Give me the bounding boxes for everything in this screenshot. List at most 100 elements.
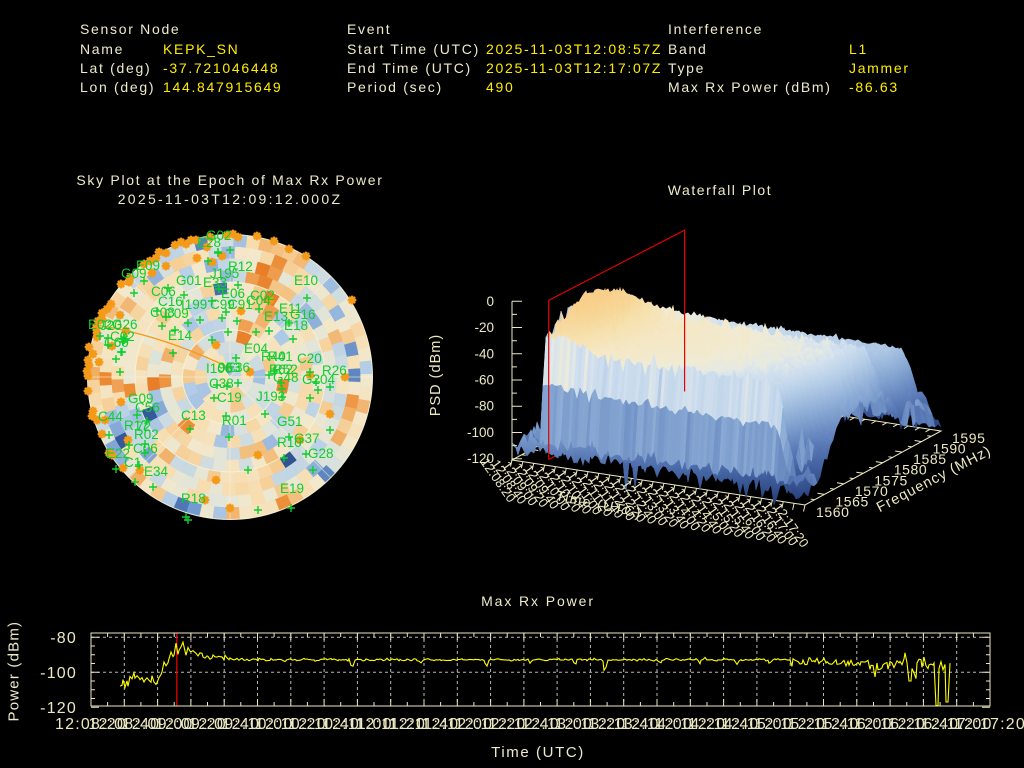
svg-text:12:12:40: 12:12:40	[488, 716, 560, 733]
svg-text:E13: E13	[264, 309, 288, 324]
svg-text:-20: -20	[474, 320, 494, 335]
svg-text:C99: C99	[210, 297, 235, 312]
svg-text:E22: E22	[106, 446, 130, 461]
svg-text:C1: C1	[124, 455, 141, 470]
svg-text:E36: E36	[226, 360, 250, 375]
svg-text:E18: E18	[284, 318, 308, 333]
svg-text:R40: R40	[261, 349, 286, 364]
svg-text:E09: E09	[136, 258, 160, 273]
svg-text:-80: -80	[474, 399, 494, 414]
svg-text:-40: -40	[474, 346, 494, 361]
svg-text:E28: E28	[197, 235, 221, 250]
svg-text:12:09:20: 12:09:20	[155, 716, 227, 733]
svg-text:R52: R52	[273, 362, 298, 377]
svg-text:C02: C02	[250, 288, 275, 303]
svg-text:12:14:40: 12:14:40	[688, 716, 760, 733]
svg-text:12:17:00: 12:17:00	[921, 716, 993, 733]
svg-text:-120: -120	[40, 700, 77, 717]
svg-text:12:09:40: 12:09:40	[188, 716, 260, 733]
svg-text:R01: R01	[222, 413, 247, 428]
svg-text:12:08:20: 12:08:20	[55, 716, 127, 733]
svg-text:12:17:20: 12:17:20	[954, 716, 1024, 733]
svg-text:G09: G09	[121, 266, 147, 281]
svg-text:R10: R10	[277, 435, 302, 450]
svg-text:1585: 1585	[913, 451, 947, 467]
svg-text:1580: 1580	[894, 462, 928, 478]
svg-text:G02: G02	[206, 228, 232, 243]
svg-text:-60: -60	[474, 373, 494, 388]
svg-text:C20: C20	[297, 351, 322, 366]
svg-text:I106: I106	[206, 361, 232, 376]
svg-text:C44: C44	[98, 409, 123, 424]
svg-text:-100: -100	[40, 665, 77, 682]
svg-text:G26: G26	[112, 317, 138, 332]
svg-text:12:11:20: 12:11:20	[355, 716, 426, 733]
svg-text:E02: E02	[88, 317, 112, 332]
svg-text:C06: C06	[133, 441, 158, 456]
svg-text:1565: 1565	[835, 493, 869, 509]
svg-text:12:14:20: 12:14:20	[654, 716, 726, 733]
svg-text:G51: G51	[277, 414, 303, 429]
svg-text:R17: R17	[124, 418, 149, 433]
svg-text:E06: E06	[221, 286, 245, 301]
svg-text:C38: C38	[209, 376, 234, 391]
svg-text:12:15:00: 12:15:00	[721, 716, 793, 733]
svg-text:G16: G16	[290, 307, 316, 322]
svg-text:12:12:00: 12:12:00	[421, 716, 493, 733]
svg-text:E33: E33	[203, 275, 227, 290]
svg-text:E10: E10	[294, 273, 318, 288]
svg-text:12:11:40: 12:11:40	[389, 716, 460, 733]
svg-text:G09: G09	[128, 391, 154, 406]
svg-text:-100: -100	[467, 425, 494, 440]
svg-text:1560: 1560	[816, 504, 850, 520]
svg-text:C19: C19	[217, 390, 242, 405]
svg-text:12:09:00: 12:09:00	[122, 716, 194, 733]
svg-text:E19: E19	[280, 481, 304, 496]
svg-text:963: 963	[218, 360, 241, 375]
svg-text:B62: B62	[269, 362, 293, 377]
svg-text:C09: C09	[164, 306, 189, 321]
svg-text:12:15:20: 12:15:20	[754, 716, 826, 733]
svg-text:G37: G37	[294, 431, 320, 446]
svg-text:E14: E14	[168, 328, 193, 343]
svg-text:12:16:20: 12:16:20	[854, 716, 926, 733]
svg-text:I199: I199	[181, 297, 207, 312]
svg-text:R41: R41	[268, 349, 293, 364]
svg-text:12:13:20: 12:13:20	[554, 716, 626, 733]
svg-text:C56: C56	[135, 400, 160, 415]
svg-text:E11: E11	[279, 301, 302, 316]
svg-text:12:10:20: 12:10:20	[255, 716, 327, 733]
svg-text:12:13:40: 12:13:40	[588, 716, 660, 733]
svg-text:C13: C13	[181, 408, 206, 423]
svg-text:R26: R26	[322, 363, 347, 378]
svg-text:R12: R12	[228, 259, 253, 274]
svg-text:C08: C08	[150, 305, 175, 320]
svg-text:J193: J193	[256, 389, 285, 404]
svg-text:12:16:40: 12:16:40	[887, 716, 959, 733]
svg-text:1590: 1590	[933, 441, 967, 457]
svg-text:J20: J20	[100, 318, 122, 333]
svg-text:G28: G28	[308, 446, 334, 461]
svg-text:12:12:20: 12:12:20	[455, 716, 527, 733]
svg-text:12:10:00: 12:10:00	[222, 716, 294, 733]
svg-text:12:13:00: 12:13:00	[521, 716, 593, 733]
svg-text:1595: 1595	[952, 430, 986, 446]
svg-text:PSD (dBm): PSD (dBm)	[428, 334, 444, 416]
svg-text:1575: 1575	[874, 472, 908, 488]
svg-text:C91: C91	[228, 297, 253, 312]
svg-text:12:10:40: 12:10:40	[288, 716, 360, 733]
svg-text:R02: R02	[134, 427, 159, 442]
svg-text:C16: C16	[158, 294, 183, 309]
svg-text:C04: C04	[246, 293, 271, 308]
svg-text:E04: E04	[244, 341, 269, 356]
svg-text:1570: 1570	[855, 483, 889, 499]
svg-text:-80: -80	[50, 630, 77, 647]
svg-text:12:11:00: 12:11:00	[322, 716, 393, 733]
svg-text:0: 0	[486, 294, 494, 309]
svg-text:J195: J195	[210, 266, 239, 281]
svg-text:-120: -120	[467, 451, 494, 466]
svg-text:12:14:00: 12:14:00	[621, 716, 693, 733]
svg-text:G01: G01	[176, 273, 202, 288]
svg-text:G48: G48	[273, 370, 299, 385]
svg-text:12:15:40: 12:15:40	[788, 716, 860, 733]
